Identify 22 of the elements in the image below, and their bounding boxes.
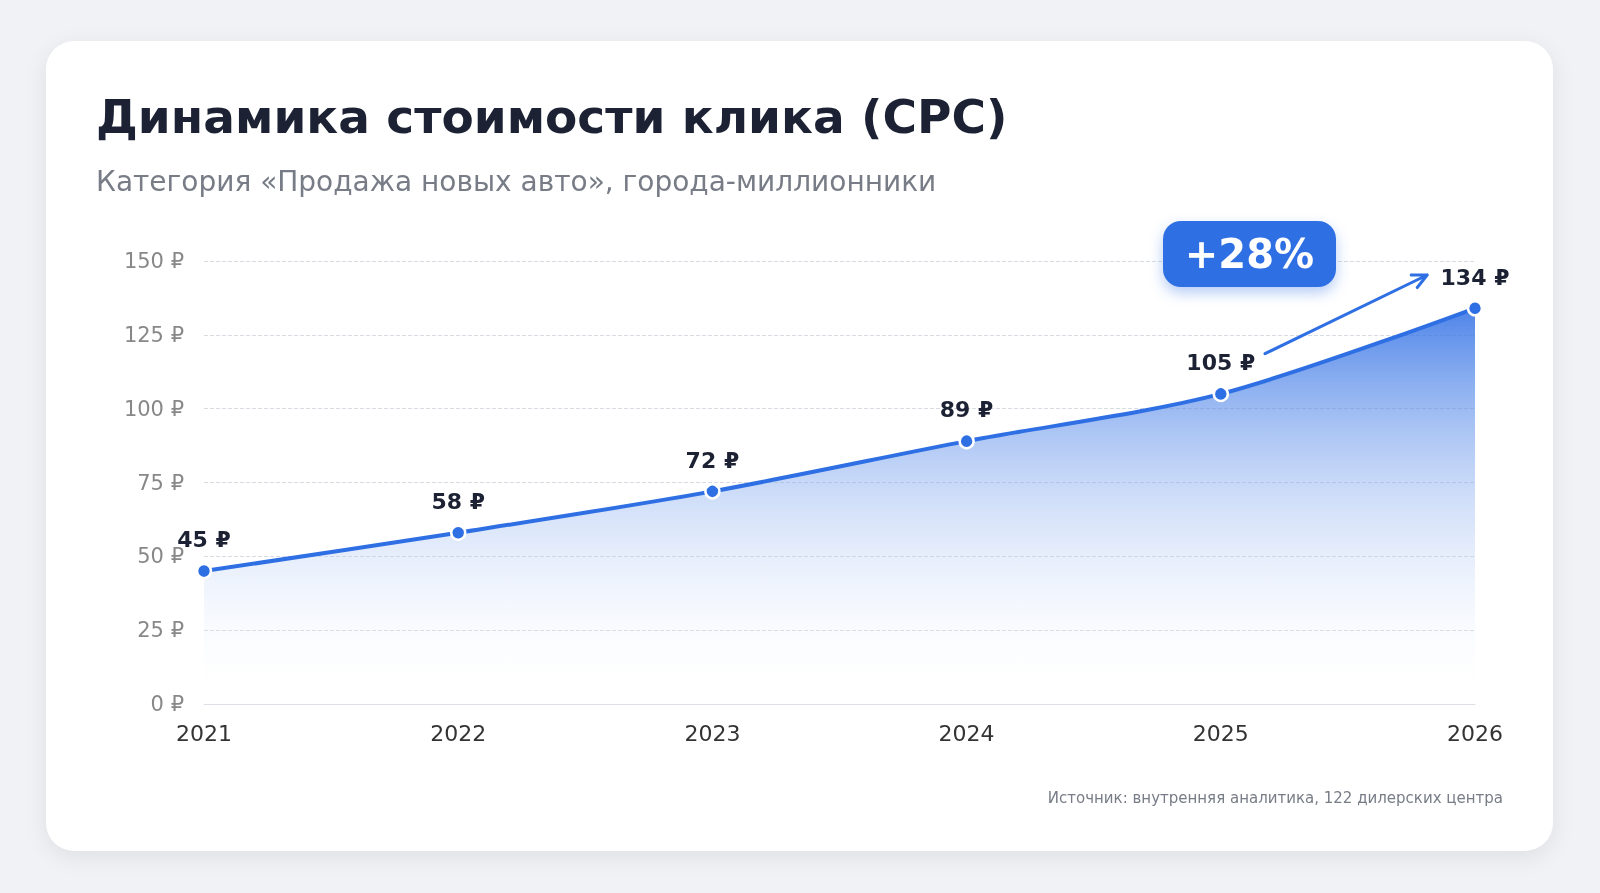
data-label: 105 ₽: [1186, 350, 1256, 376]
x-tick-label: 2024: [938, 720, 995, 746]
y-tick-label: 0 ₽: [150, 692, 184, 716]
annotation: +28%: [1162, 221, 1337, 287]
data-label: 89 ₽: [939, 397, 994, 423]
data-label: 134 ₽: [1440, 264, 1510, 290]
x-tick-label: 2026: [1447, 720, 1503, 746]
y-tick-label: 75 ₽: [137, 470, 184, 495]
data-label: 72 ₽: [685, 447, 740, 473]
x-tick-label: 2022: [430, 720, 487, 746]
data-label: 58 ₽: [431, 488, 485, 514]
x-tick-label: 2025: [1192, 720, 1249, 746]
chart-subtitle: Категория «Продажа новых авто», города-миллионники: [96, 165, 937, 198]
x-tick-label: 2023: [684, 720, 741, 746]
x-tick-label: 2021: [176, 720, 232, 746]
chart-title: Динамика стоимости клика (CPC): [96, 89, 1008, 144]
y-tick-label: 100 ₽: [123, 396, 184, 421]
y-tick-label: 25 ₽: [137, 618, 184, 643]
y-tick-label: 125 ₽: [123, 322, 184, 347]
y-tick-label: 150 ₽: [123, 249, 184, 273]
point: [704, 483, 721, 500]
text: Источник: внутренняя аналитика, 122 дилерских центра: [1047, 789, 1503, 807]
